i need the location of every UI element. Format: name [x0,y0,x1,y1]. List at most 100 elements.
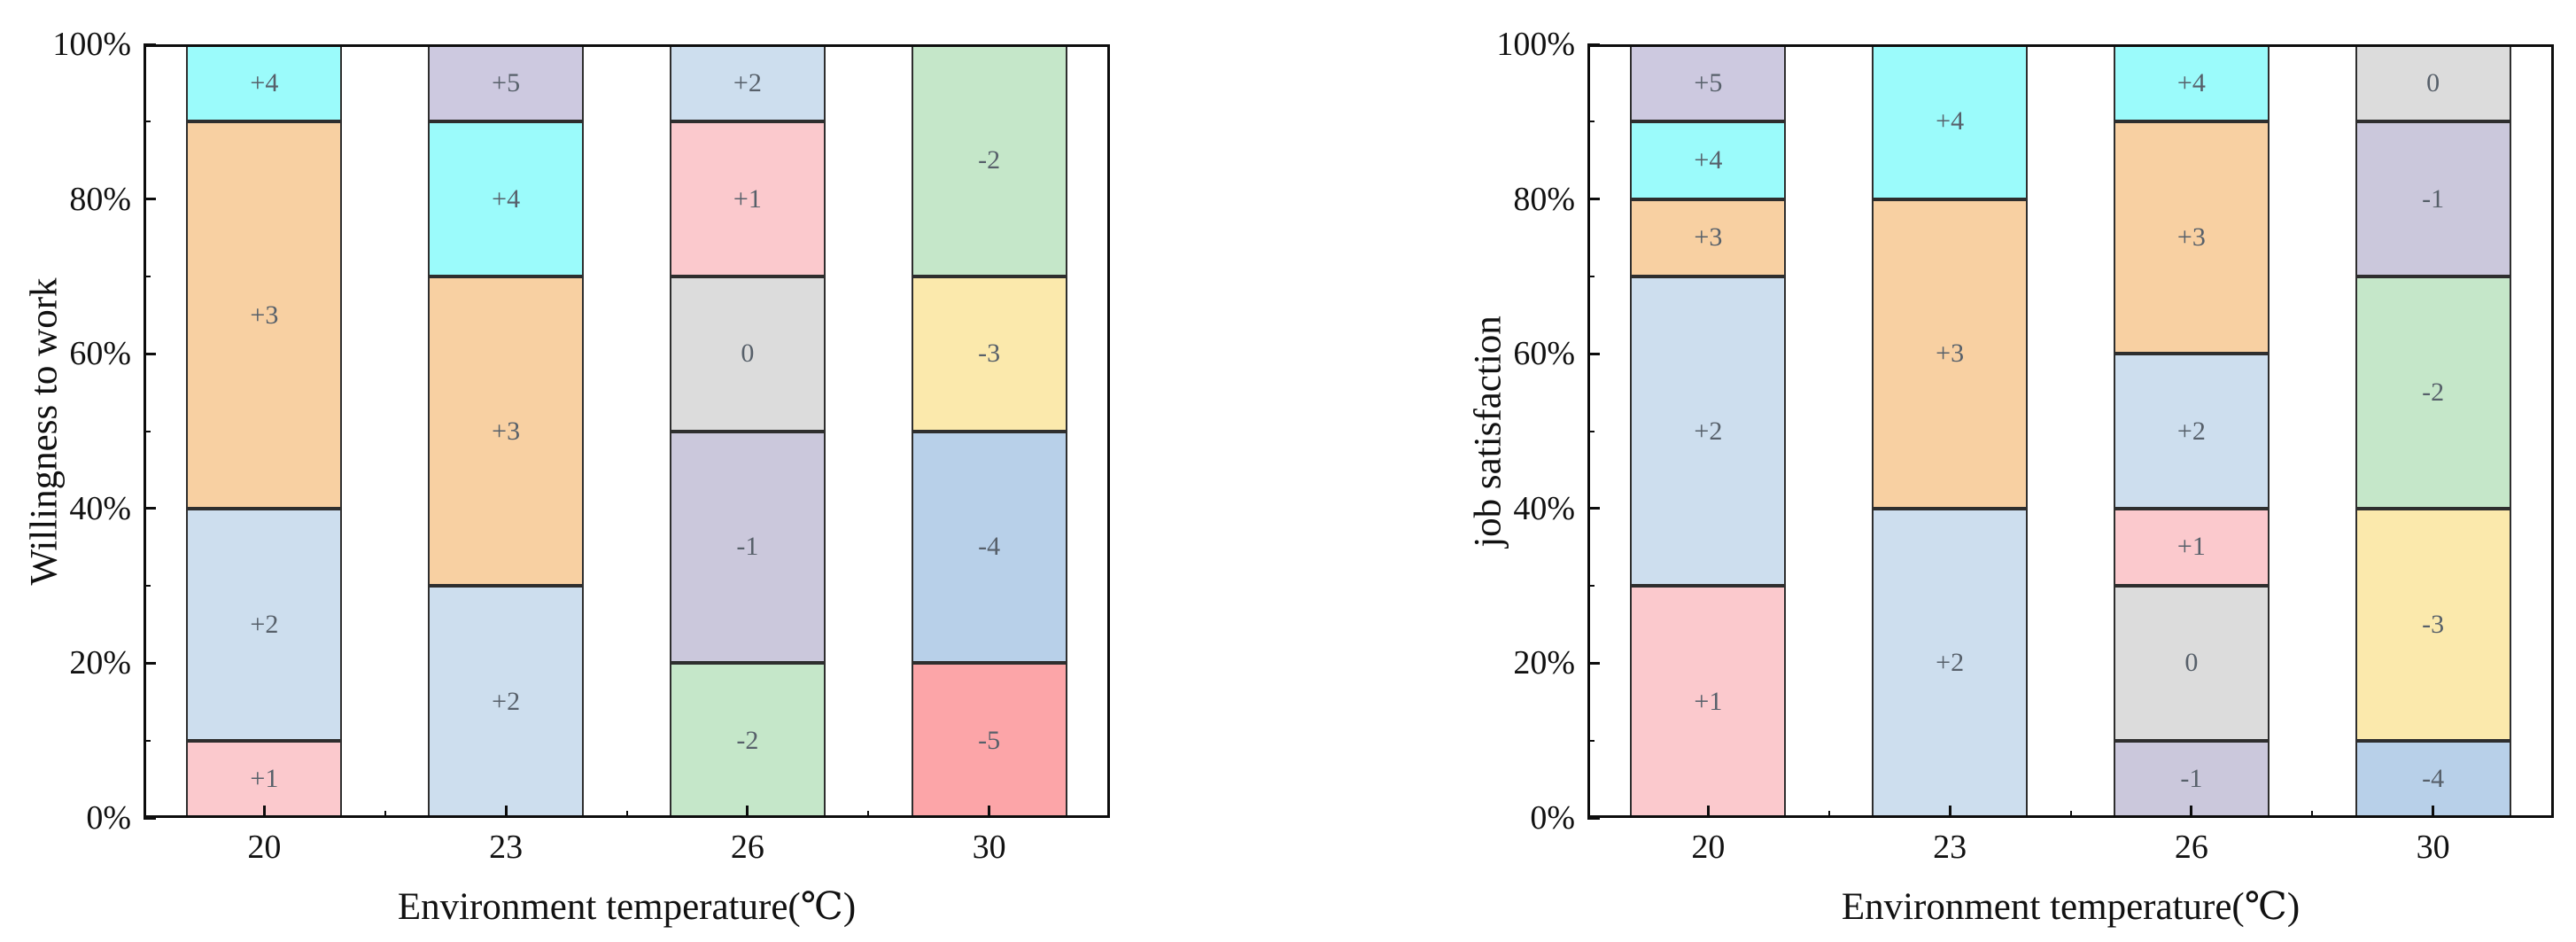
y-minor-tick [144,121,151,123]
y-axis-tick-label: 80% [69,180,131,218]
segment-label: +3 [2176,222,2206,253]
bar-segment: +4 [1630,121,1787,199]
x-major-tick [504,806,508,818]
bar-segment: -1 [2113,740,2270,818]
y-axis-tick-label: 40% [69,489,131,527]
segment-label: +2 [250,609,279,639]
segment-label: -4 [2422,764,2445,794]
bar-segment: +1 [186,740,343,818]
y-minor-tick [1587,585,1594,588]
x-axis-tick-label: 26 [2174,829,2208,866]
segment-label: +3 [250,300,279,330]
x-major-tick [2432,806,2435,818]
plot-area: +1 +2 +3 +4 +5 +2 +3 +4 -1 0 +1 +2 +3 +4 -4 -3 -2 -1 0 [1587,43,2554,820]
y-axis-title: Willingness to work [23,276,66,586]
y-axis-tick-label: 40% [1513,489,1575,527]
segment-label: +1 [2176,532,2206,562]
segment-label: -4 [978,532,1001,562]
segment-label: +1 [1694,687,1723,717]
bar-segment: +2 [669,44,826,122]
y-major-tick [144,198,156,201]
segment-label: -3 [2422,609,2445,639]
bar-segment: +4 [186,44,343,122]
segment-label: +4 [2176,67,2206,97]
segment-label: +3 [1694,222,1723,253]
bar-segment: +4 [1872,44,2029,199]
segment-label: +2 [2176,416,2206,446]
y-minor-tick [1587,275,1594,277]
y-major-tick [144,507,156,510]
stacked-bar-26: -2 -1 0 +1 +2 [669,44,826,818]
x-minor-tick [1827,811,1830,818]
y-major-tick [1587,198,1600,201]
bar-segment: +1 [2113,508,2270,587]
stacked-bar-20: +1 +2 +3 +4 +5 [1630,44,1787,818]
stacked-bar-30: -4 -3 -2 -1 0 [2355,44,2511,818]
bars-layer: +1 +2 +3 +4 +5 +2 +3 +4 -1 0 +1 +2 +3 +4 -4 -3 -2 -1 0 [1587,44,2554,818]
bar-segment: -4 [2355,740,2511,818]
bar-segment: -1 [669,431,826,664]
bar-segment: -2 [669,663,826,818]
bar-segment: +5 [1630,44,1787,122]
segment-label: +5 [1694,67,1723,97]
y-major-tick [144,816,156,820]
y-axis-tick-label: 80% [1513,180,1575,218]
segment-label: -2 [2422,377,2445,407]
segment-label: -1 [736,532,759,562]
segment-label: +3 [1936,339,1965,369]
x-axis-tick-label: 30 [972,829,1006,866]
segment-label: -1 [2180,764,2203,794]
segment-label: +4 [1694,144,1723,175]
y-major-tick [1587,43,1600,46]
bar-segment: +3 [2113,121,2270,354]
bar-segment: +2 [1872,508,2029,818]
y-minor-tick [1587,121,1594,123]
y-minor-tick [1587,739,1594,742]
bar-segment: +2 [2113,354,2270,509]
bar-segment: -2 [2355,276,2511,509]
y-axis-tick-label: 20% [69,644,131,682]
x-axis-title: Environment temperature(℃) [397,886,857,928]
bar-segment: +3 [186,121,343,509]
y-major-tick [1587,507,1600,510]
x-axis-tick-label: 20 [247,829,282,866]
y-axis-tick-label: 0% [1530,799,1575,837]
y-major-tick [144,43,156,46]
bar-segment: -3 [911,276,1067,432]
bar-segment: -1 [2355,121,2511,276]
x-axis-tick-label: 23 [489,829,524,866]
segment-label: +2 [492,687,521,717]
bar-segment: 0 [2113,586,2270,741]
segment-label: 0 [2426,67,2440,97]
x-major-tick [1948,806,1951,818]
bar-segment: +3 [1872,199,2029,509]
x-minor-tick [384,811,386,818]
segment-label: +2 [1936,648,1965,678]
x-axis-tick-label: 20 [1691,829,1726,866]
bars-layer: +1 +2 +3 +4 +2 +3 +4 +5 -2 -1 0 +1 +2 -5 -4 -3 -2 [144,44,1110,818]
x-axis-tick-label: 30 [2416,829,2450,866]
bar-segment: 0 [669,276,826,432]
bar-segment: -4 [911,431,1067,664]
segment-label: +1 [250,764,279,794]
segment-label: -5 [978,725,1001,755]
bar-segment: +4 [428,121,585,276]
segment-label: +4 [250,67,279,97]
segment-label: +3 [492,416,521,446]
x-axis-tick-label: 26 [730,829,764,866]
bar-segment: +2 [428,586,585,818]
y-major-tick [1587,661,1600,665]
segment-label: +5 [492,67,521,97]
y-axis-tick-label: 60% [69,335,131,373]
bar-segment: +1 [669,121,826,276]
x-minor-tick [625,811,628,818]
bar-segment: 0 [2355,44,2511,122]
stacked-bar-26: -1 0 +1 +2 +3 +4 [2113,44,2270,818]
plot-area: +1 +2 +3 +4 +2 +3 +4 +5 -2 -1 0 +1 +2 -5 -4 -3 -2 [144,43,1110,820]
bar-segment: +1 [1630,586,1787,818]
x-major-tick [2190,806,2193,818]
segment-label: +2 [1694,416,1723,446]
